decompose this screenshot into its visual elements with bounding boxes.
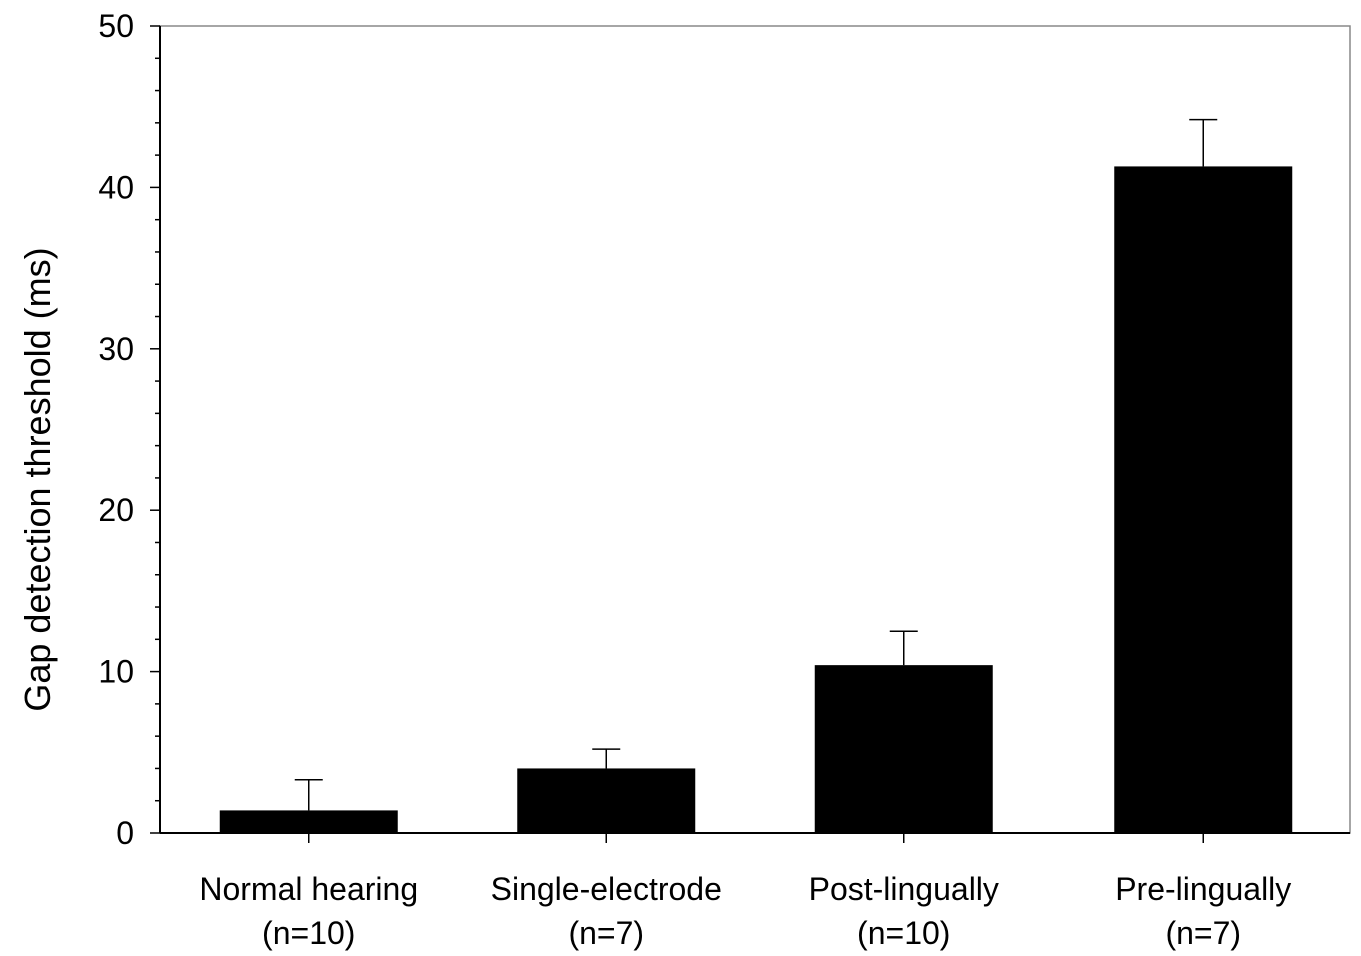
bars [219,166,1293,834]
x-tick-label-line2: (n=7) [568,915,644,951]
y-tick-label: 30 [98,331,134,367]
y-tick-labels: 0 10 20 30 40 50 [98,8,134,851]
x-tick-labels: Normal hearing (n=10) Single-electrode (n=7… [199,871,1291,951]
bar [1114,166,1293,834]
x-tick-label-line1: Pre-lingually [1115,871,1291,907]
x-tick-label-line2: (n=10) [857,915,950,951]
x-tick-label-line1: Single-electrode [491,871,722,907]
y-axis-title: Gap detection threshold (ms) [17,247,58,711]
x-tick-label-line2: (n=7) [1165,915,1241,951]
bar [219,810,398,833]
x-tick-label-line1: Normal hearing [199,871,418,907]
y-tick-label: 40 [98,169,134,205]
x-ticks [308,833,1204,843]
error-bars [294,118,1218,811]
y-tick-label: 0 [116,815,134,851]
y-major-ticks [150,25,160,834]
x-tick-label-line2: (n=10) [262,915,355,951]
y-tick-label: 20 [98,492,134,528]
bar [517,768,696,833]
bar [814,665,993,833]
x-tick-label-line1: Post-lingually [809,871,999,907]
y-tick-label: 10 [98,654,134,690]
y-tick-label: 50 [98,8,134,44]
